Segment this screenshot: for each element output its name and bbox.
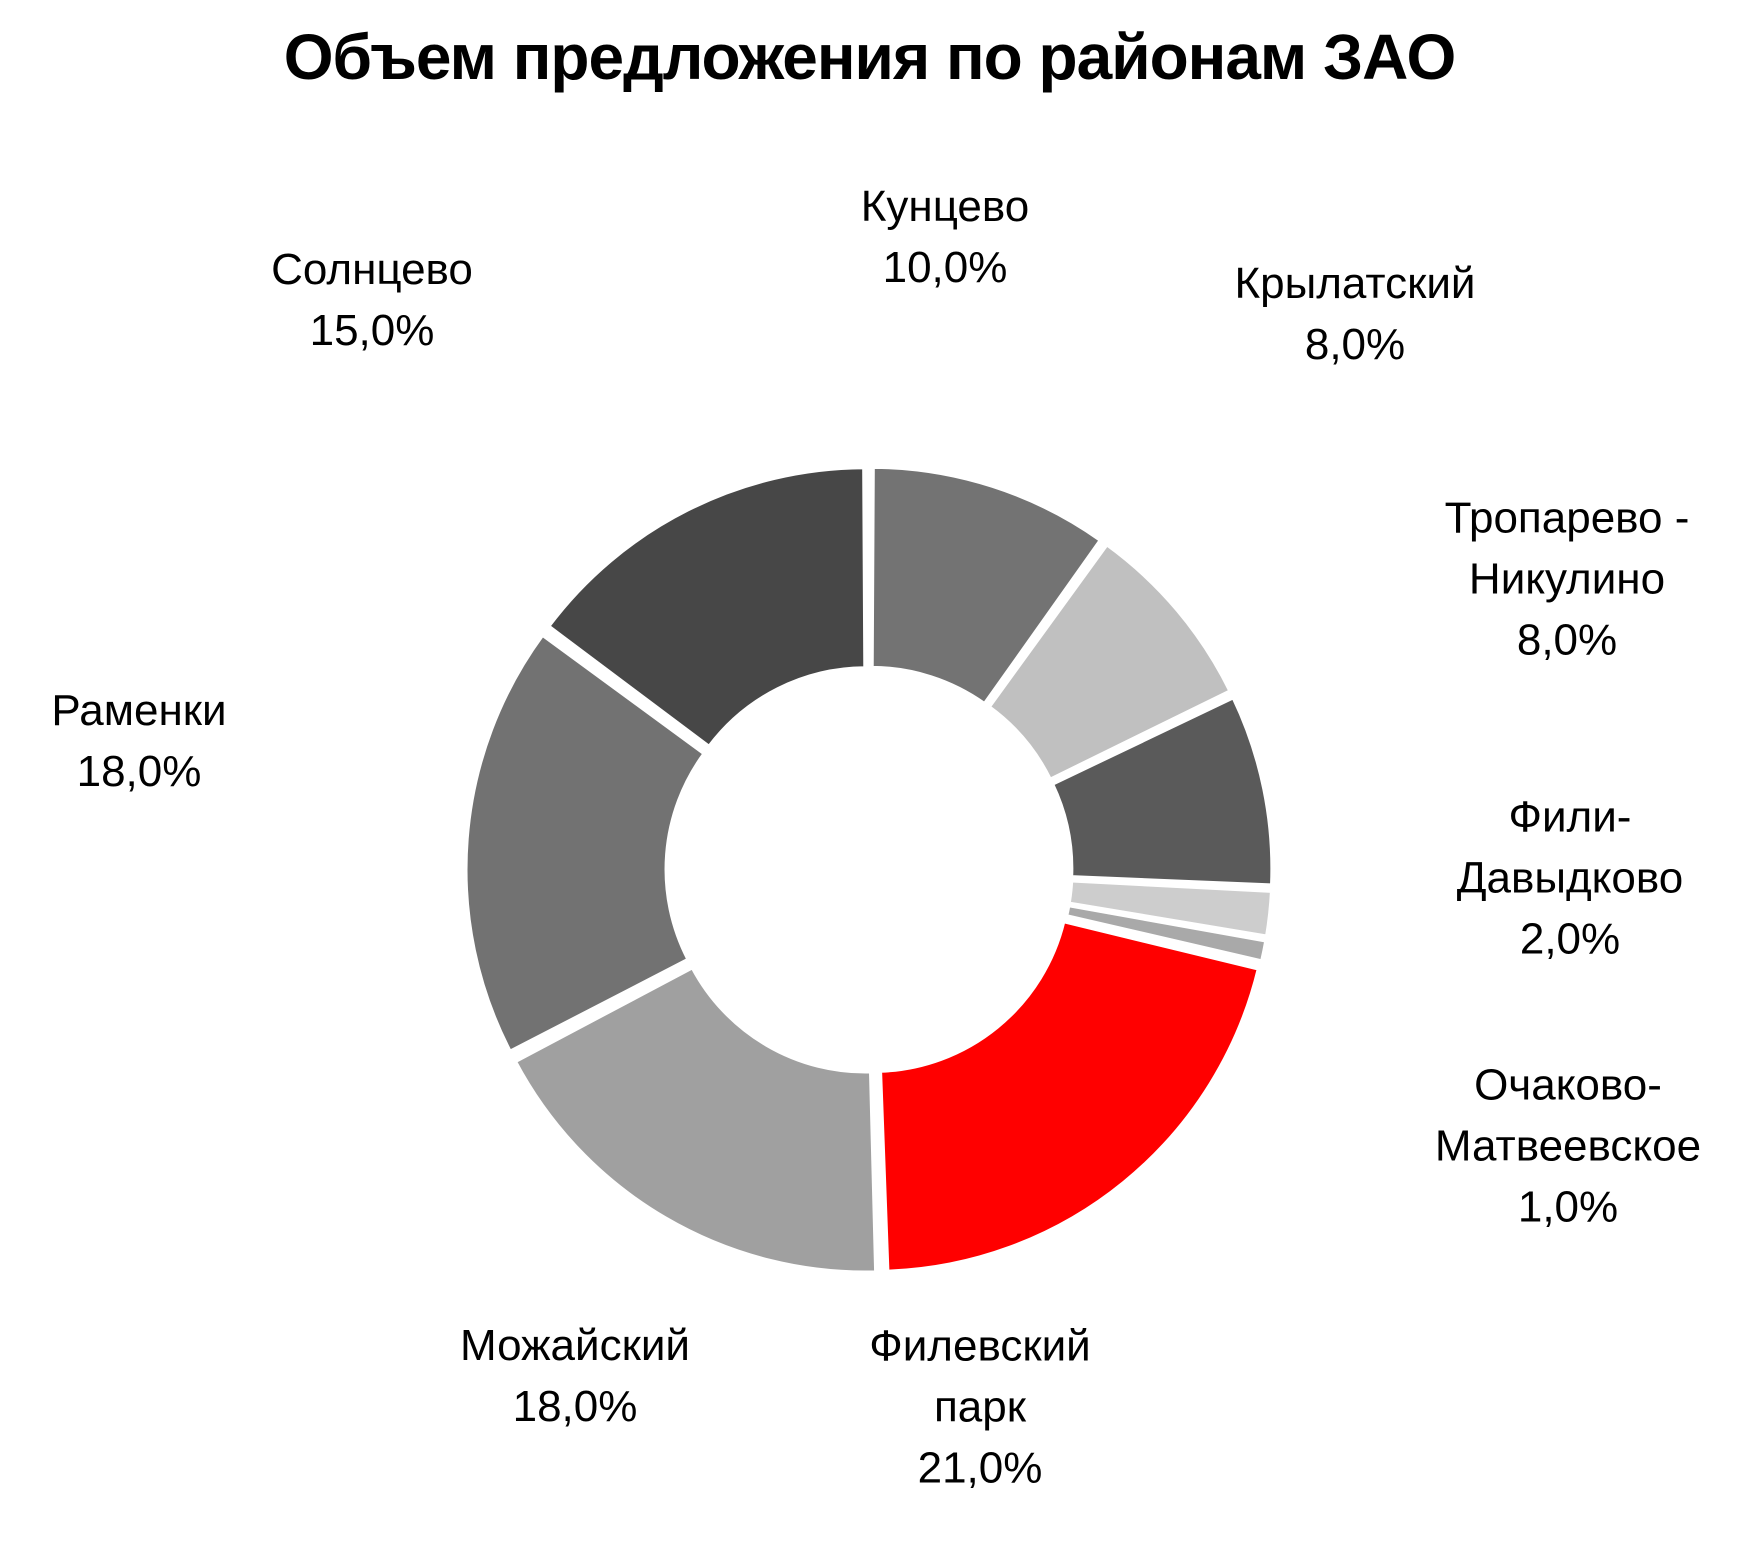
slice-name-line: Тропарево - bbox=[1444, 493, 1690, 543]
slice-label-2: Крылатский 8,0% bbox=[1235, 253, 1476, 375]
slice-name-line: Крылатский bbox=[1234, 259, 1476, 308]
donut-slice-4 bbox=[1067, 879, 1273, 938]
slice-value-label: 18,0% bbox=[76, 747, 202, 796]
slice-value-label: 10,0% bbox=[882, 243, 1008, 292]
slice-value-label: 2,0% bbox=[1519, 914, 1621, 964]
slice-name-line: Фили- bbox=[1508, 792, 1632, 842]
slice-label-4: Фили- Давыдково 2,0% bbox=[1457, 787, 1684, 970]
slice-name-line: Кунцево bbox=[860, 182, 1030, 231]
donut-slice-8 bbox=[464, 633, 706, 1054]
donut-slice-3 bbox=[1050, 695, 1274, 887]
donut-slice-2 bbox=[987, 542, 1232, 782]
slice-name-line: Можайский bbox=[459, 1321, 691, 1370]
slice-name-line: Никулино bbox=[1468, 554, 1666, 604]
donut-slice-6 bbox=[879, 919, 1261, 1273]
donut-slice-5 bbox=[1064, 904, 1268, 963]
slice-label-7: Можайский 18,0% bbox=[460, 1315, 690, 1437]
slice-label-8: Раменки 18,0% bbox=[51, 680, 226, 802]
slice-name-line: Очаково- bbox=[1474, 1060, 1662, 1110]
slice-label-1: Кунцево 10,0% bbox=[861, 176, 1029, 298]
slice-value-label: 15,0% bbox=[309, 306, 435, 355]
donut-slice-9 bbox=[546, 466, 867, 749]
donut-slice-1 bbox=[870, 465, 1103, 706]
slice-name-line: парк bbox=[933, 1382, 1027, 1432]
slice-value-label: 21,0% bbox=[917, 1443, 1043, 1493]
chart-title: Объем предложения по районам ЗАО bbox=[283, 21, 1457, 93]
slice-value-label: 18,0% bbox=[512, 1382, 638, 1431]
slice-name-line: Солнцево bbox=[271, 245, 473, 294]
slice-label-6: Филевский парк 21,0% bbox=[869, 1316, 1090, 1499]
slice-value-label: 8,0% bbox=[1304, 320, 1406, 369]
slice-label-5: Очаково- Матвеевское 1,0% bbox=[1435, 1055, 1701, 1238]
slices-group bbox=[464, 465, 1274, 1274]
slice-label-3: Тропарево - Никулино 8,0% bbox=[1445, 488, 1690, 671]
slice-name-line: Раменки bbox=[51, 686, 227, 735]
donut-slice-7 bbox=[513, 965, 878, 1274]
slice-value-label: 1,0% bbox=[1517, 1182, 1619, 1232]
slice-label-9: Солнцево 15,0% bbox=[271, 239, 473, 361]
slice-name-line: Матвеевское bbox=[1434, 1121, 1702, 1171]
slice-name-line: Филевский bbox=[869, 1321, 1091, 1371]
slice-value-label: 8,0% bbox=[1516, 615, 1618, 665]
slice-name-line: Давыдково bbox=[1456, 853, 1684, 903]
